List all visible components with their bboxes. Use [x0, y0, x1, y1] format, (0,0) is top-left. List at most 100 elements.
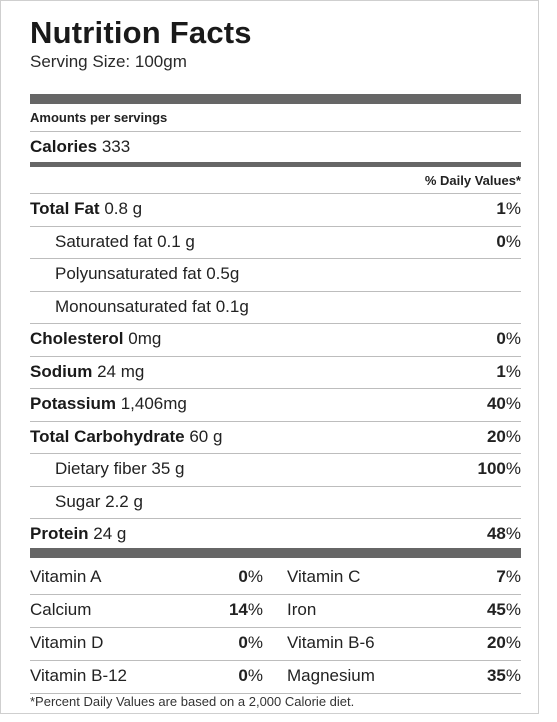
nutrient-row: Dietary fiber 35 g 100%	[30, 453, 521, 485]
percent-sign: %	[505, 459, 521, 478]
divider	[30, 486, 521, 487]
nutrient-row: Polyunsaturated fat 0.5g	[30, 258, 521, 290]
daily-value-number: 20	[486, 427, 506, 446]
divider	[30, 518, 521, 519]
serving-size: Serving Size: 100gm	[30, 52, 187, 71]
thick-divider-vitamins	[30, 548, 521, 558]
divider	[30, 388, 521, 389]
nutrient-name: Saturated fat	[55, 232, 153, 251]
vitamin-row: Vitamin B-12 0% Magnesium 35%	[30, 660, 521, 692]
percent-sign: %	[505, 524, 521, 543]
divider	[30, 421, 521, 422]
nutrient-row: Saturated fat 0.1 g 0%	[30, 226, 521, 258]
nutrient-daily-value: 1%	[496, 362, 521, 382]
divider	[30, 291, 521, 292]
daily-value-number: 0	[238, 567, 248, 586]
nutrient-name: Cholesterol	[30, 329, 124, 348]
nutrient-amount: 0mg	[128, 329, 162, 348]
nutrient-row: Total Fat 0.8 g 1%	[30, 193, 521, 225]
daily-values-header: % Daily Values*	[424, 172, 521, 188]
percent-sign: %	[505, 329, 521, 348]
divider	[30, 193, 521, 194]
nutrient-row: Protein 24 g 48%	[30, 518, 521, 550]
nutrient-row: Monounsaturated fat 0.1g	[30, 291, 521, 323]
nutrient-amount: 0.1g	[215, 297, 249, 316]
nutrient-daily-value: 100%	[478, 459, 522, 479]
vitamin-name: Iron	[287, 600, 317, 619]
nutrient-name: Monounsaturated fat	[55, 297, 211, 316]
amounts-per-label: Amounts per servings	[30, 109, 168, 125]
daily-value-number: 7	[496, 567, 506, 586]
percent-sign: %	[505, 567, 521, 586]
label-title: Nutrition Facts	[30, 15, 252, 50]
nutrient-amount: 24 mg	[97, 362, 145, 381]
percent-sign: %	[505, 362, 521, 381]
nutrient-amount: 1,406mg	[120, 394, 187, 413]
divider	[30, 594, 521, 595]
nutrient-amount: 0.5g	[206, 264, 240, 283]
footnote: *Percent Daily Values are based on a 2,0…	[30, 694, 355, 709]
medium-divider	[30, 162, 521, 167]
percent-sign: %	[505, 232, 521, 251]
divider	[30, 258, 521, 259]
daily-value-number: 20	[486, 633, 506, 652]
vitamin-daily-value: 14%	[229, 594, 263, 626]
nutrient-daily-value: 20%	[487, 427, 521, 447]
thick-divider	[30, 94, 521, 104]
nutrient-name: Total Carbohydrate	[30, 427, 185, 446]
calories-value: 333	[101, 137, 131, 156]
calories-row: Calories 333	[30, 131, 521, 163]
vitamin-daily-value: 45%	[487, 594, 521, 626]
nutrient-amount: 0.8 g	[104, 199, 143, 218]
percent-sign: %	[505, 199, 521, 218]
nutrient-name: Potassium	[30, 394, 116, 413]
nutrient-amount: 0.1 g	[157, 232, 195, 251]
vitamin-row: Vitamin D 0% Vitamin B-6 20%	[30, 627, 521, 659]
daily-value-number: 45	[486, 600, 506, 619]
vitamin-name: Magnesium	[287, 666, 375, 685]
vitamin-daily-value: 7%	[496, 561, 521, 593]
percent-sign: %	[247, 633, 263, 652]
percent-sign: %	[505, 666, 521, 685]
amounts-per-serving: Amounts per servings	[30, 102, 521, 132]
vitamin-name: Vitamin D	[30, 633, 104, 652]
divider	[30, 693, 521, 694]
divider	[30, 660, 521, 661]
divider	[30, 627, 521, 628]
vitamin-row: Calcium 14% Iron 45%	[30, 594, 521, 626]
percent-sign: %	[247, 600, 263, 619]
daily-value-number: 1	[496, 199, 506, 218]
vitamin-daily-value: 35%	[487, 660, 521, 692]
daily-value-number: 1	[496, 362, 506, 381]
nutrient-amount: 2.2 g	[105, 492, 143, 511]
vitamin-name: Vitamin A	[30, 567, 102, 586]
percent-sign: %	[505, 633, 521, 652]
nutrient-name: Sugar	[55, 492, 101, 511]
percent-sign: %	[505, 600, 521, 619]
vitamin-name: Calcium	[30, 600, 92, 619]
daily-value-number: 14	[228, 600, 248, 619]
nutrient-row: Potassium 1,406mg 40%	[30, 388, 521, 420]
nutrient-name: Sodium	[30, 362, 93, 381]
nutrient-row: Sodium 24 mg 1%	[30, 356, 521, 388]
divider	[30, 226, 521, 227]
nutrient-amount: 35 g	[151, 459, 185, 478]
divider	[30, 356, 521, 357]
percent-sign: %	[247, 666, 263, 685]
nutrient-name: Total Fat	[30, 199, 100, 218]
vitamin-name: Vitamin C	[287, 567, 361, 586]
nutrient-daily-value: 40%	[487, 394, 521, 414]
percent-sign: %	[247, 567, 263, 586]
daily-value-number: 0	[496, 232, 506, 251]
divider	[30, 323, 521, 324]
vitamin-row: Vitamin A 0% Vitamin C 7%	[30, 561, 521, 593]
nutrient-daily-value: 1%	[496, 199, 521, 219]
nutrition-label: Nutrition Facts Serving Size: 100gm Amou…	[0, 0, 539, 714]
vitamin-daily-value: 0%	[238, 627, 263, 659]
vitamin-daily-value: 0%	[238, 660, 263, 692]
divider	[30, 453, 521, 454]
daily-value-number: 40	[486, 394, 506, 413]
nutrient-daily-value: 0%	[496, 232, 521, 252]
nutrient-name: Dietary fiber	[55, 459, 147, 478]
nutrient-daily-value: 48%	[487, 524, 521, 544]
